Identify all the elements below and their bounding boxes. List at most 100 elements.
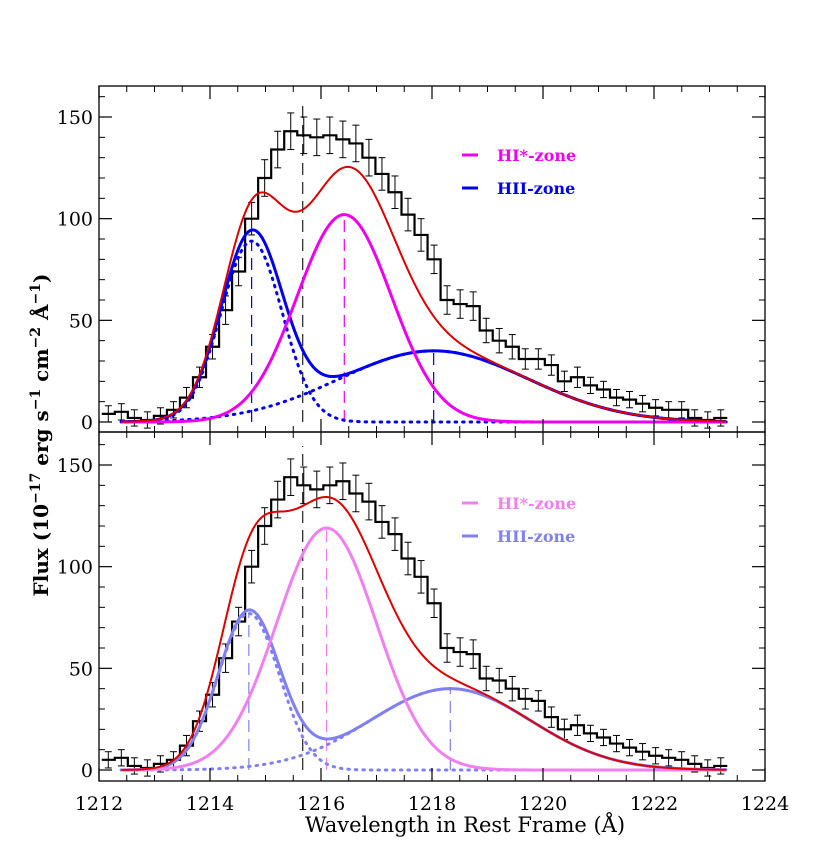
ylabel-prefix: Flux (10	[29, 504, 53, 597]
data-errorbar	[287, 112, 295, 151]
x-tick-label: 1220	[519, 793, 567, 815]
x-tick-label: 1224	[741, 793, 789, 815]
y-tick: 50	[69, 658, 765, 680]
data-errorbar	[417, 560, 425, 594]
legend-entry: HI*-zone	[462, 494, 576, 513]
data-errorbar	[443, 633, 451, 663]
data-errorbar	[469, 639, 477, 669]
data-errorbar	[274, 130, 282, 169]
ylabel-exp-1: −17	[28, 473, 44, 504]
data-errorbar	[495, 667, 503, 694]
ylabel-mid-2: cm	[29, 348, 53, 388]
data-errorbar	[430, 588, 438, 618]
data-errorbar	[573, 714, 581, 736]
data-histogram	[101, 130, 728, 422]
data-errorbar	[404, 541, 412, 576]
legend-label: HII-zone	[497, 179, 575, 198]
y-tick-label: 50	[69, 310, 93, 332]
ylabel-exp-2: −1	[28, 389, 44, 410]
axes-layer: 0 50 100 150 0 50 100 150 1212 1214 1216 1218 1220 12…	[57, 85, 789, 815]
data-errorbar	[626, 739, 634, 757]
data-errorbar	[365, 482, 373, 521]
data-errorbar	[261, 507, 269, 545]
hii-zone-curve	[121, 228, 727, 424]
data-errorbar	[639, 395, 647, 413]
y-axis-title: Flux (10−17 erg s−1 cm−2 Å−1)	[28, 274, 53, 597]
data-errorbar	[326, 116, 334, 155]
data-errorbar	[665, 749, 673, 767]
ylabel-exp-4: −1	[28, 283, 44, 304]
panel-plot-area	[101, 446, 728, 777]
y-tick-label: 100	[57, 557, 93, 579]
data-errorbar	[704, 759, 712, 777]
panel-top: HI*-zone HII-zone	[101, 100, 728, 429]
data-errorbar	[430, 244, 438, 275]
data-errorbar	[339, 120, 347, 159]
data-errorbar	[117, 749, 125, 767]
y-tick: 50	[69, 310, 765, 332]
y-tick: 100	[57, 209, 765, 231]
x-axis-title: Wavelength in Rest Frame (Å)	[305, 812, 625, 837]
data-errorbar	[613, 388, 621, 407]
panel-bottom: HI*-zone HII-zone	[101, 446, 728, 777]
axes-panel-top: 0 50 100 150	[57, 85, 766, 434]
data-errorbar	[352, 474, 360, 513]
y-tick-label: 100	[57, 209, 93, 231]
data-errorbar	[287, 458, 295, 496]
data-errorbar	[352, 124, 360, 163]
panel-plot-area	[101, 100, 728, 429]
data-errorbar	[482, 317, 490, 344]
data-errorbar	[599, 380, 607, 399]
data-errorbar	[313, 470, 321, 509]
data-errorbar	[639, 743, 647, 761]
data-errorbar	[104, 751, 112, 769]
total-fit-curve	[121, 495, 727, 771]
panels-layer: HI*-zone HII-zone HI*-zone HII-zone	[101, 100, 728, 777]
data-errorbar	[521, 348, 529, 370]
data-errorbar	[300, 116, 308, 155]
hii-component-2-curve	[119, 349, 728, 424]
hi-zone-curve	[121, 213, 727, 424]
data-errorbar	[560, 370, 568, 392]
data-errorbar	[248, 549, 256, 584]
y-tick-label: 150	[57, 455, 93, 477]
legend-entry: HII-zone	[462, 179, 575, 198]
data-errorbar	[599, 728, 607, 747]
data-errorbar	[573, 366, 581, 388]
data-errorbar	[586, 376, 594, 395]
y-tick: 150	[57, 107, 765, 129]
data-errorbar	[456, 637, 464, 667]
legend-label: HI*-zone	[497, 146, 576, 165]
data-errorbar	[547, 354, 555, 376]
hii-zone-curve	[121, 608, 727, 772]
data-errorbar	[313, 118, 321, 157]
y-tick-label: 0	[81, 412, 93, 434]
data-errorbar	[443, 285, 451, 315]
x-tick-label: 1218	[408, 793, 456, 815]
data-errorbar	[261, 159, 269, 197]
data-errorbar	[417, 218, 425, 252]
ylabel-mid-3: Å	[29, 304, 53, 327]
hi-zone-curve	[121, 526, 727, 772]
ylabel-exp-3: −2	[28, 327, 44, 348]
data-errorbar	[404, 197, 412, 232]
data-errorbar	[586, 724, 594, 743]
x-tick-label: 1214	[186, 793, 234, 815]
data-errorbar	[613, 734, 621, 753]
legend-label: HI*-zone	[497, 494, 576, 513]
ylabel-mid-1: erg s	[29, 410, 53, 472]
data-errorbar	[130, 757, 138, 775]
y-tick: 150	[57, 455, 765, 477]
data-histogram	[101, 476, 728, 770]
data-errorbar	[508, 675, 516, 702]
data-errorbar	[378, 505, 386, 539]
data-errorbar	[456, 289, 464, 319]
data-errorbar	[469, 291, 477, 321]
legend-label: HII-zone	[497, 527, 575, 546]
data-errorbar	[391, 517, 399, 551]
legend-entry: HI*-zone	[462, 146, 576, 165]
data-errorbar	[117, 403, 125, 421]
data-errorbar	[678, 401, 686, 419]
data-errorbar	[521, 688, 529, 710]
total-fit-curve	[121, 165, 727, 423]
